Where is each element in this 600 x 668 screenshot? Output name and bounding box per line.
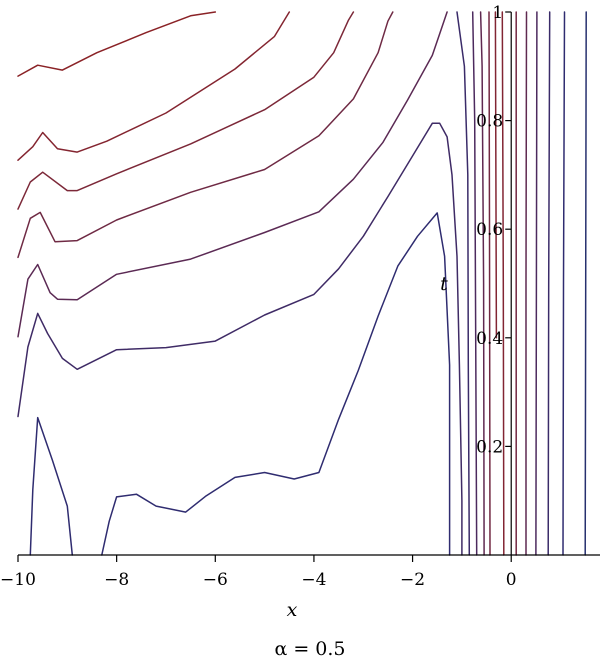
contour-line-5 [17, 122, 463, 556]
x-tick-label-5: 0 [506, 570, 517, 590]
contour-line-16 [535, 11, 538, 556]
y-tick-label-4: 1 [492, 3, 503, 23]
contour-line-2 [17, 11, 355, 210]
contour-line-9 [471, 11, 478, 556]
y-tick-label-3: 0.8 [476, 112, 503, 132]
contour-line-7 [101, 212, 451, 556]
x-tick-label-3: −4 [301, 570, 326, 590]
y-ticks: 0.2 0.4 0.6 0.8 1 [476, 3, 512, 457]
contour-line-11 [488, 11, 491, 556]
axes [18, 12, 600, 556]
y-tick-label-1: 0.4 [476, 329, 503, 349]
contour-line-3 [17, 11, 394, 259]
contour-lines [17, 11, 587, 556]
contour-line-17 [547, 11, 551, 556]
contour-line-12 [494, 11, 498, 339]
x-tick-label-0: −10 [0, 570, 36, 590]
contour-line-1 [17, 11, 291, 161]
y-tick-label-0: 0.2 [476, 437, 503, 457]
contour-line-0 [17, 11, 217, 77]
x-tick-label-4: −2 [400, 570, 425, 590]
contour-line-10 [479, 11, 485, 556]
chart-caption: α = 0.5 [274, 638, 345, 660]
y-axis-title: t [440, 273, 448, 295]
contour-line-13 [501, 11, 505, 556]
x-axis-title: x [287, 599, 298, 621]
contour-line-8 [456, 11, 471, 556]
contour-line-19 [584, 11, 587, 556]
contour-line-6 [29, 416, 74, 556]
contour-line-15 [525, 11, 528, 556]
x-tick-label-1: −8 [104, 570, 129, 590]
contour-line-18 [562, 11, 566, 556]
x-ticks: −10 −8 −6 −4 −2 0 [0, 555, 517, 590]
y-tick-label-2: 0.6 [476, 220, 503, 240]
x-tick-label-2: −6 [203, 570, 228, 590]
contour-line-4 [17, 11, 448, 338]
